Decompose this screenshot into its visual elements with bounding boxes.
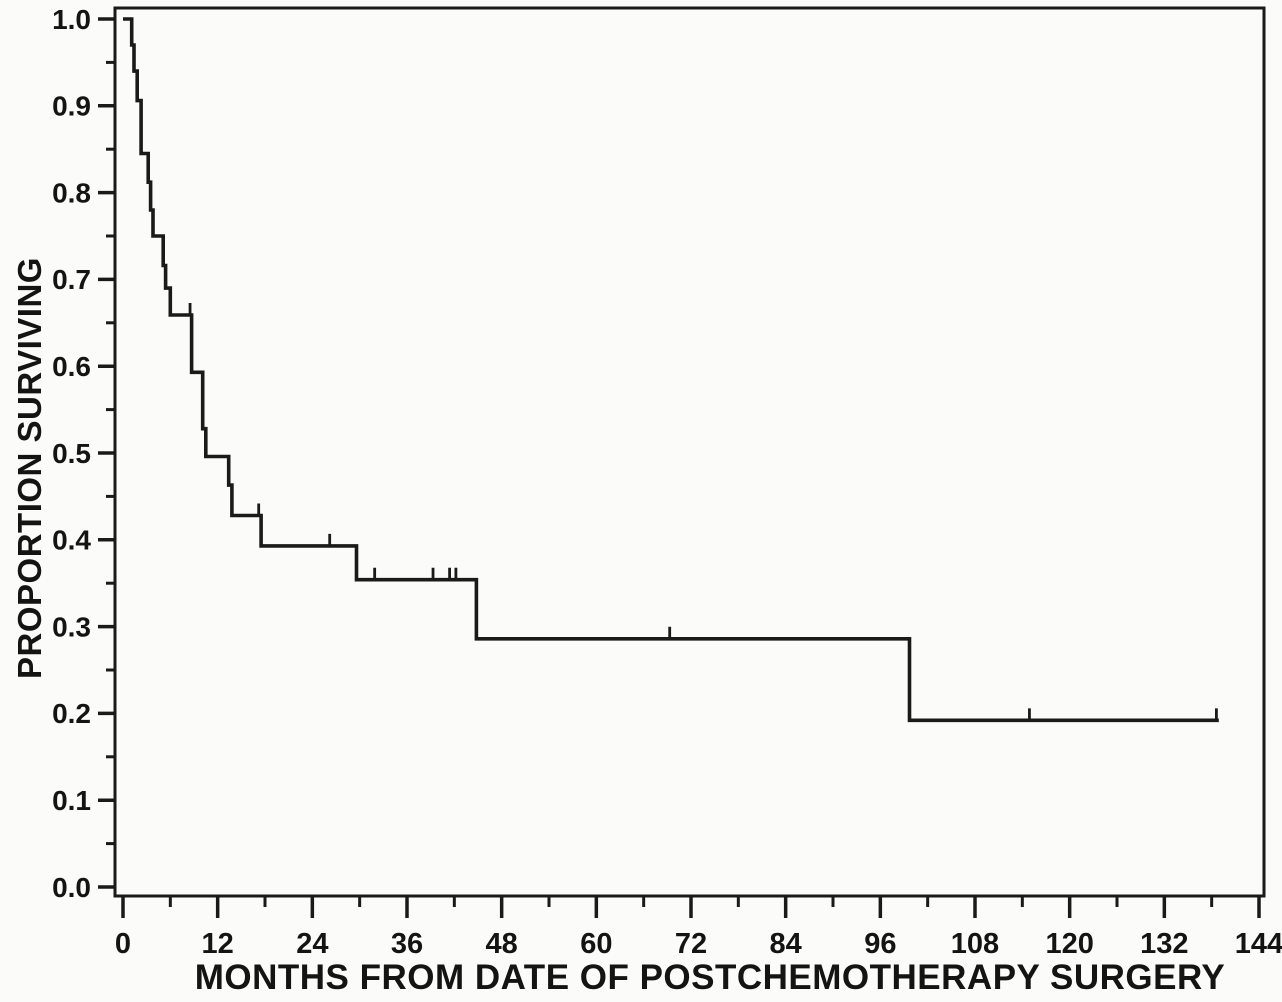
y-tick-label: 0.1 <box>52 785 91 816</box>
y-tick-label: 0.2 <box>52 698 91 729</box>
y-axis: 1.0 0.9 0.8 0.7 0.6 0.5 0.4 0.3 0.2 0.1 0.0 <box>52 4 115 903</box>
x-tick-label: 24 <box>296 928 328 960</box>
x-tick-label: 60 <box>580 928 612 960</box>
x-tick-label: 96 <box>864 928 896 960</box>
plot-border-rect <box>113 6 1266 898</box>
x-tick-label: 144 <box>1235 928 1282 960</box>
x-tick-label: 120 <box>1045 928 1093 960</box>
x-tick-label: 84 <box>770 928 802 960</box>
x-tick-label: 48 <box>486 928 518 960</box>
x-tick-label: 72 <box>675 928 707 960</box>
x-axis-title: MONTHS FROM DATE OF POSTCHEMOTHERAPY SUR… <box>194 958 1226 997</box>
censor-marks <box>188 302 1218 720</box>
y-tick-label: 0.9 <box>52 91 91 122</box>
y-tick-label: 0.0 <box>52 872 91 903</box>
x-tick-label: 12 <box>202 928 234 960</box>
x-axis: 0 12 24 36 48 60 72 84 96 108 120 132 144 <box>115 896 1282 960</box>
y-axis-title: PROPORTION SURVIVING <box>11 257 48 679</box>
y-tick-label: 0.5 <box>52 438 91 469</box>
x-tick-label: 132 <box>1140 928 1188 960</box>
y-tick-label: 1.0 <box>52 4 91 35</box>
x-tick-label: 108 <box>951 928 999 960</box>
y-tick-label: 0.7 <box>52 264 91 295</box>
plot-border <box>113 6 1266 898</box>
survival-curve-path <box>123 17 1219 723</box>
y-tick-label: 0.4 <box>52 525 91 556</box>
y-tick-label: 0.8 <box>52 177 91 208</box>
survival-step-curve <box>123 17 1219 723</box>
x-tick-label: 36 <box>391 928 423 960</box>
y-tick-label: 0.6 <box>52 351 91 382</box>
x-tick-label: 0 <box>115 928 131 960</box>
y-tick-label: 0.3 <box>52 611 91 642</box>
